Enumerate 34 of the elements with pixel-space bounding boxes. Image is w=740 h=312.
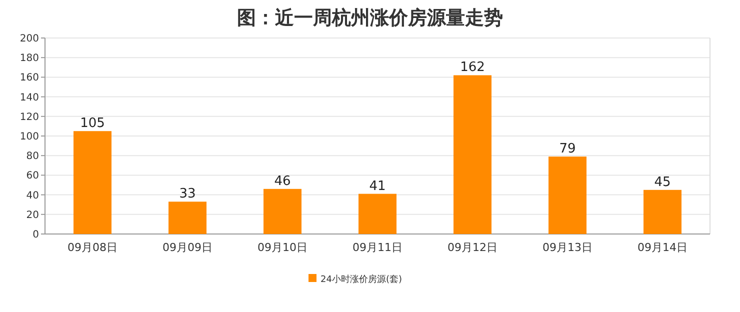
x-tick-label: 09月10日: [258, 241, 308, 254]
x-tick-label: 09月12日: [448, 241, 498, 254]
data-label: 33: [179, 186, 196, 202]
bar: [644, 190, 682, 234]
data-label: 41: [369, 178, 386, 194]
y-tick-label: 100: [20, 132, 39, 142]
data-label: 105: [80, 116, 105, 132]
legend-label: 24小时涨价房源(套): [320, 274, 402, 285]
y-tick-label: 180: [20, 53, 39, 64]
y-tick-label: 140: [20, 92, 39, 104]
y-tick-label: 20: [26, 210, 39, 221]
y-tick-label: 80: [26, 151, 39, 162]
bar: [74, 131, 112, 234]
x-tick-label: 09月14日: [638, 241, 688, 254]
y-tick-label: 40: [26, 190, 39, 202]
x-tick-label: 09月13日: [542, 241, 592, 254]
y-tick-label: 200: [20, 34, 39, 44]
y-tick-label: 0: [32, 230, 39, 240]
bar: [454, 75, 492, 234]
y-tick-label: 60: [26, 170, 39, 182]
x-tick-label: 09月08日: [68, 241, 118, 254]
x-tick-label: 09月09日: [162, 241, 212, 254]
data-label: 162: [460, 60, 485, 76]
x-tick-label: 09月11日: [352, 241, 402, 254]
data-label: 79: [559, 142, 576, 157]
y-tick-label: 120: [20, 112, 39, 123]
chart-title: 图：近一周杭州涨价房源量走势: [237, 7, 503, 29]
data-label: 45: [654, 174, 671, 190]
data-label: 46: [274, 174, 291, 189]
bar: [264, 188, 302, 234]
bar: [168, 202, 206, 234]
bar: [358, 194, 396, 234]
bar: [548, 156, 586, 234]
y-tick-label: 160: [20, 72, 39, 84]
